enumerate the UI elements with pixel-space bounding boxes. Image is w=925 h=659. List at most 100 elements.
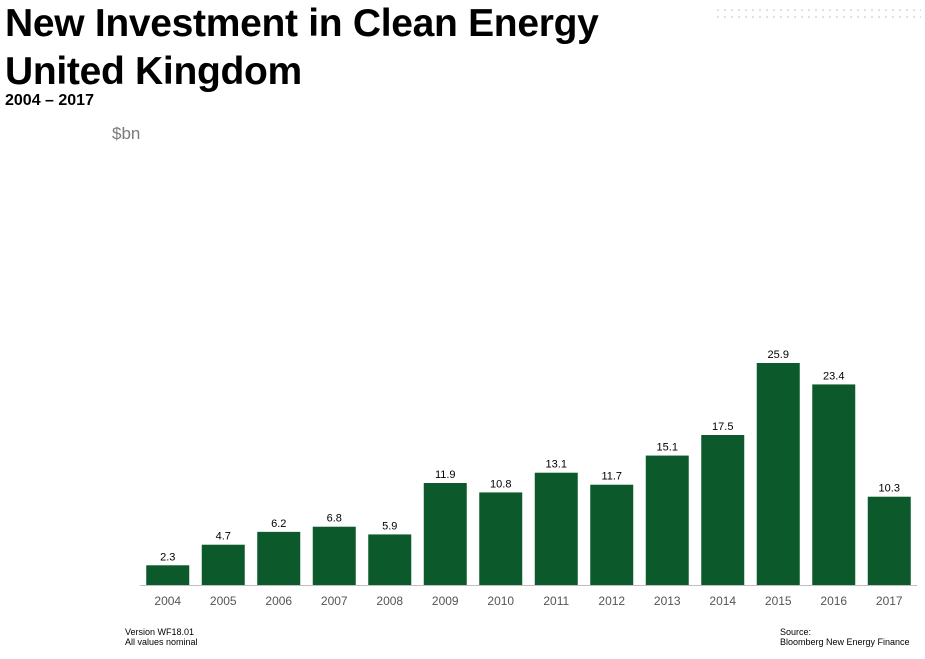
decorative-dot <box>801 16 803 18</box>
data-label-2007: 6.8 <box>327 513 342 525</box>
decorative-dot <box>745 9 747 11</box>
decorative-dot <box>878 9 880 11</box>
decorative-dot <box>724 16 726 18</box>
footer-left: Version WF18.01 All values nominal <box>125 627 198 647</box>
bar-2007 <box>312 526 356 585</box>
bar-2011 <box>534 472 578 585</box>
decorative-dot <box>843 9 845 11</box>
decorative-dot <box>745 16 747 18</box>
data-label-2011: 13.1 <box>546 459 567 471</box>
bar-2016 <box>812 384 856 585</box>
decorative-dot <box>752 9 754 11</box>
decorative-dot <box>752 16 754 18</box>
bar-2017 <box>867 496 911 585</box>
decorative-dot <box>913 16 915 18</box>
values-note: All values nominal <box>125 637 198 647</box>
decorative-dot <box>906 9 908 11</box>
decorative-dot <box>878 16 880 18</box>
bar-2004 <box>146 565 190 585</box>
x-tick-label-2007: 2007 <box>321 594 348 608</box>
decorative-dot <box>829 16 831 18</box>
x-tick-label-2005: 2005 <box>210 594 237 608</box>
decorative-dot <box>801 9 803 11</box>
decorative-dot <box>892 9 894 11</box>
bar-2008 <box>368 534 412 585</box>
version-text: Version WF18.01 <box>125 627 195 637</box>
decorative-dot <box>815 16 817 18</box>
decorative-dot <box>787 16 789 18</box>
x-tick-label-2006: 2006 <box>265 594 292 608</box>
decorative-dot <box>766 9 768 11</box>
decorative-dot <box>808 9 810 11</box>
bar-2015 <box>756 363 800 585</box>
decorative-dot <box>913 9 915 11</box>
bar-2009 <box>423 483 467 585</box>
bar-2005 <box>201 544 245 585</box>
chart-subtitle: 2004 – 2017 <box>5 92 94 109</box>
title-line-1: New Investment in Clean Energy <box>5 2 599 45</box>
decorative-dot <box>808 16 810 18</box>
bar-2013 <box>645 455 689 585</box>
decorative-dot <box>815 9 817 11</box>
decorative-dot <box>759 9 761 11</box>
decorative-dot <box>731 16 733 18</box>
x-tick-label-2017: 2017 <box>876 594 903 608</box>
data-label-2009: 11.9 <box>435 469 456 481</box>
decorative-dot <box>843 16 845 18</box>
decorative-dot <box>766 16 768 18</box>
decorative-dot <box>864 16 866 18</box>
x-tick-label-2011: 2011 <box>543 594 569 608</box>
decorative-dot <box>724 9 726 11</box>
x-tick-label-2008: 2008 <box>376 594 403 608</box>
decorative-dot <box>850 9 852 11</box>
decorative-dot <box>773 9 775 11</box>
x-tick-label-2012: 2012 <box>598 594 625 608</box>
data-label-2005: 4.7 <box>216 531 231 543</box>
decorative-dot <box>738 16 740 18</box>
decorative-dot <box>857 16 859 18</box>
decorative-dot <box>794 9 796 11</box>
decorative-dot <box>857 9 859 11</box>
bar-2014 <box>701 435 745 585</box>
decorative-dot <box>850 16 852 18</box>
decorative-dot <box>759 16 761 18</box>
decorative-dot <box>717 16 719 18</box>
decorative-dot <box>885 9 887 11</box>
decorative-dot <box>780 9 782 11</box>
decorative-dot <box>899 16 901 18</box>
decorative-dot <box>899 9 901 11</box>
decorative-dot <box>822 16 824 18</box>
footer-right: Source: Bloomberg New Energy Finance <box>780 627 910 647</box>
decorative-dot <box>794 16 796 18</box>
bar-2006 <box>257 531 301 585</box>
source-text: Bloomberg New Energy Finance <box>780 637 910 647</box>
x-tick-label-2014: 2014 <box>709 594 736 608</box>
chart-title: New Investment in Clean Energy United Ki… <box>5 0 599 96</box>
decorative-dot <box>836 16 838 18</box>
decorative-dot <box>829 9 831 11</box>
decorative-dot <box>836 9 838 11</box>
decorative-dot <box>871 9 873 11</box>
x-tick-label-2015: 2015 <box>765 594 792 608</box>
y-axis-unit-label: $bn <box>112 124 141 143</box>
decorative-dot <box>892 16 894 18</box>
data-label-2014: 17.5 <box>712 421 733 433</box>
data-label-2015: 25.9 <box>768 349 789 361</box>
data-label-2008: 5.9 <box>382 520 397 532</box>
decorative-dot <box>787 9 789 11</box>
decorative-dot <box>738 9 740 11</box>
data-label-2006: 6.2 <box>271 518 286 530</box>
data-label-2016: 23.4 <box>823 370 844 382</box>
data-label-2012: 11.7 <box>601 471 622 483</box>
x-tick-label-2013: 2013 <box>654 594 681 608</box>
decorative-dot <box>885 16 887 18</box>
x-tick-label-2010: 2010 <box>487 594 514 608</box>
decorative-dot <box>864 9 866 11</box>
data-label-2017: 10.3 <box>879 483 900 495</box>
bar-2010 <box>479 492 523 585</box>
bar-chart: 2.3 2004 4.7 2005 6.2 2006 6.8 2007 5.9 2008 11.9 2… <box>140 349 917 608</box>
decorative-dot <box>822 9 824 11</box>
x-tick-label-2016: 2016 <box>820 594 847 608</box>
decorative-dot <box>920 9 921 11</box>
data-label-2010: 10.8 <box>490 478 511 490</box>
